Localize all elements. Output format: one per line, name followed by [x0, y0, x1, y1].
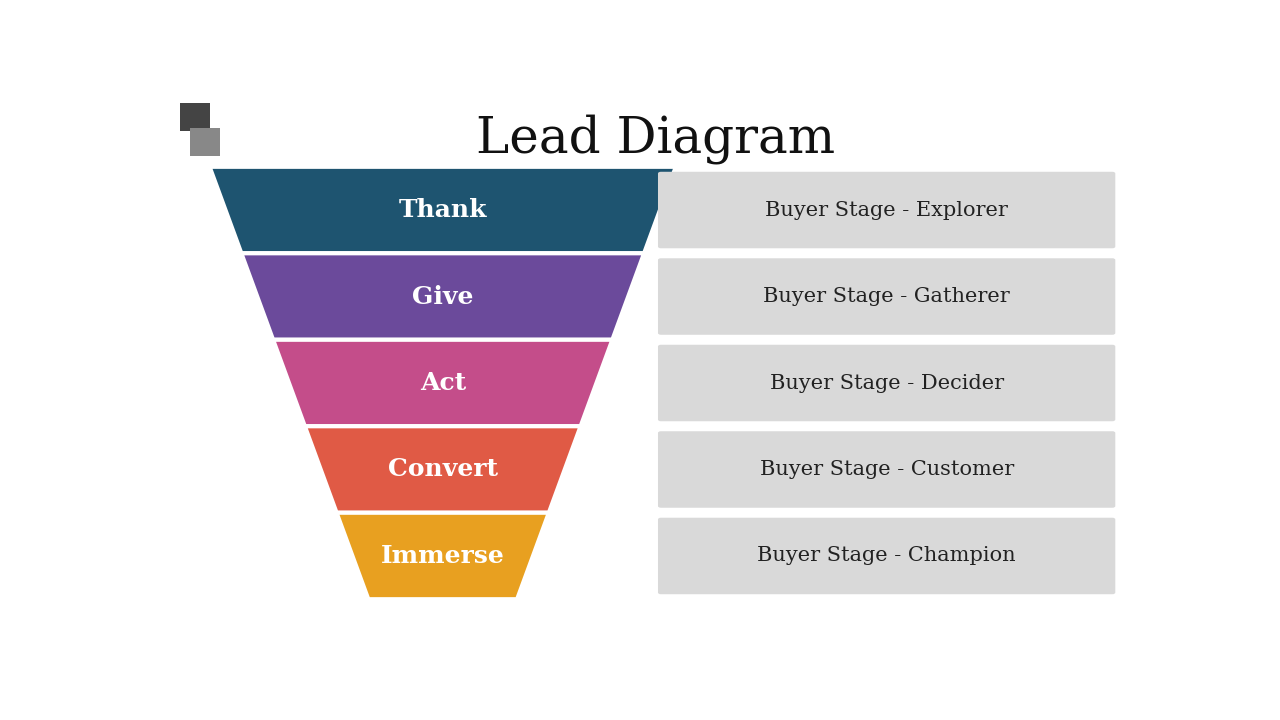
FancyBboxPatch shape: [179, 103, 210, 131]
Text: Buyer Stage - Champion: Buyer Stage - Champion: [758, 546, 1016, 565]
Text: Lead Diagram: Lead Diagram: [476, 114, 836, 164]
Text: Buyer Stage - Explorer: Buyer Stage - Explorer: [765, 201, 1009, 220]
Text: Convert: Convert: [388, 457, 498, 482]
Polygon shape: [305, 426, 581, 513]
Polygon shape: [210, 167, 676, 253]
Text: Buyer Stage - Gatherer: Buyer Stage - Gatherer: [763, 287, 1010, 306]
Text: Thank: Thank: [398, 198, 486, 222]
Polygon shape: [337, 513, 549, 599]
Text: Immerse: Immerse: [380, 544, 504, 568]
Text: Give: Give: [412, 284, 474, 308]
Polygon shape: [273, 340, 612, 426]
FancyBboxPatch shape: [658, 345, 1115, 421]
FancyBboxPatch shape: [658, 518, 1115, 594]
Text: Buyer Stage - Decider: Buyer Stage - Decider: [769, 374, 1004, 392]
FancyBboxPatch shape: [658, 172, 1115, 248]
Text: Buyer Stage - Customer: Buyer Stage - Customer: [759, 460, 1014, 479]
Text: Act: Act: [420, 371, 466, 395]
FancyBboxPatch shape: [189, 128, 220, 156]
FancyBboxPatch shape: [658, 431, 1115, 508]
FancyBboxPatch shape: [658, 258, 1115, 335]
Polygon shape: [242, 253, 644, 340]
